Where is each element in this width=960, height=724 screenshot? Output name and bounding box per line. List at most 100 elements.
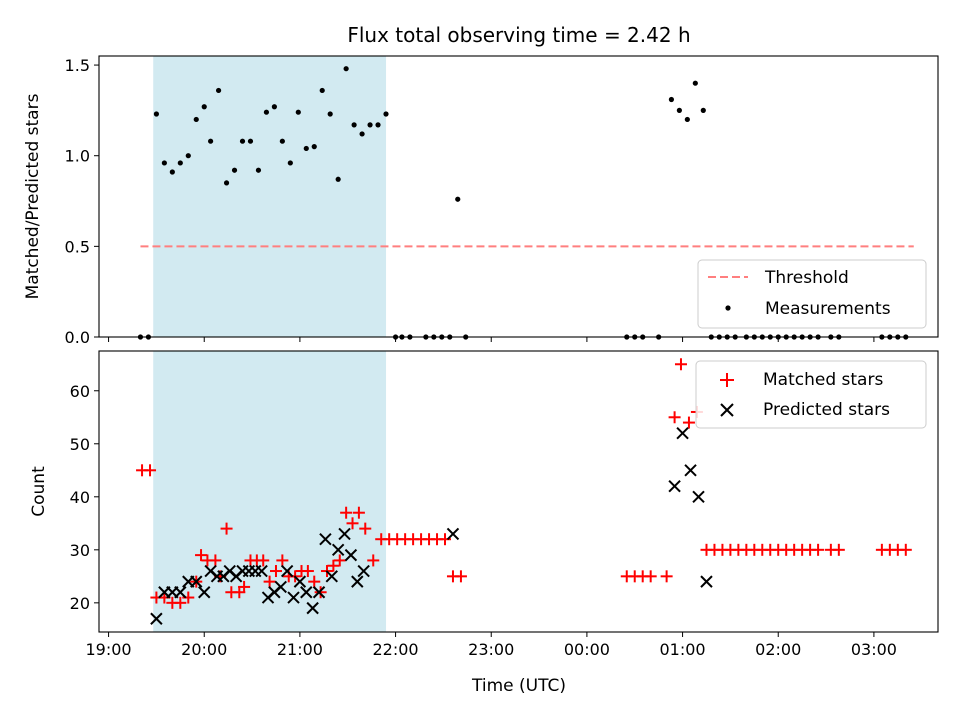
- measurement-point: [223, 180, 230, 186]
- y-tick-label: 60: [70, 382, 90, 401]
- predicted-star-point: [174, 586, 187, 599]
- matched-star-point: [144, 464, 157, 477]
- matched-star-point: [438, 533, 451, 546]
- x-tick-label: 02:00: [755, 640, 801, 659]
- matched-star-point: [644, 570, 657, 583]
- predicted-star-point: [338, 527, 351, 541]
- predicted-star-point: [446, 527, 460, 541]
- y-tick-label: 30: [70, 541, 90, 560]
- measurement-point: [153, 111, 160, 117]
- measurement-point: [161, 160, 167, 166]
- y-tick-label: 0.0: [65, 328, 90, 347]
- x-tick-label: 01:00: [660, 640, 706, 659]
- predicted-star-point: [287, 591, 300, 604]
- measurement-point: [684, 116, 690, 123]
- measurement-point: [215, 87, 222, 94]
- matched-star-point: [327, 559, 340, 572]
- predicted-star-point: [325, 570, 338, 583]
- measurement-point: [668, 96, 675, 103]
- predicted-star-point: [692, 490, 705, 504]
- measurement-point: [279, 138, 285, 144]
- predicted-star-point: [190, 575, 203, 588]
- measurement-point: [700, 107, 706, 113]
- measurement-point: [287, 160, 293, 166]
- xlabel: Time (UTC): [471, 676, 566, 696]
- matched-star-point: [340, 506, 353, 519]
- x-tick-label: 20:00: [181, 640, 227, 659]
- matched-star-point: [308, 575, 321, 588]
- x-tick-label: 03:00: [851, 640, 897, 659]
- predicted-star-point: [331, 543, 345, 557]
- y-tick-label: 1.0: [65, 147, 90, 166]
- measurement-point: [185, 153, 191, 159]
- matched-star-point: [668, 411, 681, 424]
- measurement-point: [311, 144, 317, 150]
- matched-star-point: [209, 554, 222, 567]
- observing-span-top: [153, 56, 387, 337]
- predicted-star-point: [700, 575, 713, 588]
- measurement-point: [383, 111, 389, 117]
- predicted-star-point: [150, 612, 163, 625]
- legend-measurements-label: Measurements: [765, 299, 891, 319]
- predicted-star-point: [668, 479, 681, 493]
- predicted-star-point: [312, 586, 326, 599]
- matched-star-point: [812, 543, 825, 556]
- measurement-point: [319, 87, 325, 94]
- measurement-point: [239, 138, 246, 144]
- panel-bottom: 19:00 20:00 21:00 22:00 23:00 00:00 01:00 02:00…: [29, 350, 939, 696]
- y-tick-label: 20: [70, 594, 90, 613]
- measurement-point: [271, 104, 277, 110]
- measurement-point: [359, 131, 365, 137]
- predicted-star-point: [280, 564, 294, 578]
- predicted-star-point: [306, 601, 319, 615]
- matched-star-point: [454, 570, 467, 583]
- measurement-point: [255, 167, 262, 173]
- x-tick-label: 21:00: [277, 640, 323, 659]
- measurement-point: [367, 122, 373, 128]
- y-tick-label: 1.5: [65, 56, 90, 75]
- x-tick-label: 00:00: [564, 640, 610, 659]
- y-tick-label: 0.5: [65, 237, 90, 256]
- predicted-star-point: [684, 464, 697, 477]
- measurement-point: [676, 107, 682, 113]
- x-tick-label: 19:00: [86, 640, 132, 659]
- predicted-star-point: [319, 533, 332, 546]
- predicted-star-point: [351, 575, 364, 588]
- matched-star-point: [220, 522, 233, 535]
- measurement-point: [351, 122, 357, 128]
- matched-star-point: [263, 575, 276, 588]
- legend-bottom: Matched stars Predicted stars: [695, 360, 927, 429]
- predicted-star-point: [344, 548, 358, 562]
- matched-star-point: [660, 570, 673, 583]
- measurement-point: [208, 138, 214, 144]
- predicted-star-point: [300, 586, 313, 599]
- measurement-point: [295, 109, 301, 115]
- matched-star-point: [238, 580, 251, 593]
- predicted-star-point: [198, 586, 211, 599]
- x-tick-label: 22:00: [373, 640, 419, 659]
- ticks-top: 0.0 0.5 1.0 1.5: [65, 56, 875, 347]
- matched-star-point: [832, 543, 845, 556]
- legend-top-box: [697, 259, 927, 329]
- ylabel-top: Matched/Predicted stars: [23, 93, 43, 299]
- matched-star-point: [174, 596, 187, 609]
- matched-star-point: [257, 554, 270, 567]
- legend-matched-swatch: [720, 373, 734, 387]
- y-tick-label: 40: [70, 488, 90, 507]
- measurement-point: [303, 145, 309, 152]
- measurement-point: [692, 80, 698, 86]
- panel-top: 0.0 0.5 1.0 1.5 Matched/Predicted stars Thr…: [23, 55, 939, 347]
- matched-star-point: [367, 554, 380, 567]
- matched-star-point: [301, 565, 314, 578]
- measurement-point: [231, 167, 238, 173]
- predicted-star-point: [293, 575, 307, 588]
- legend-bottom-box: [695, 360, 927, 429]
- measurement-point: [327, 111, 333, 117]
- measurement-point: [169, 169, 175, 175]
- legend-top: Threshold Measurements: [697, 259, 927, 329]
- matched-star-point: [346, 517, 359, 530]
- legend-measurements-swatch: [725, 305, 731, 311]
- y-tick-label: 50: [70, 435, 90, 454]
- measurement-point: [177, 160, 183, 166]
